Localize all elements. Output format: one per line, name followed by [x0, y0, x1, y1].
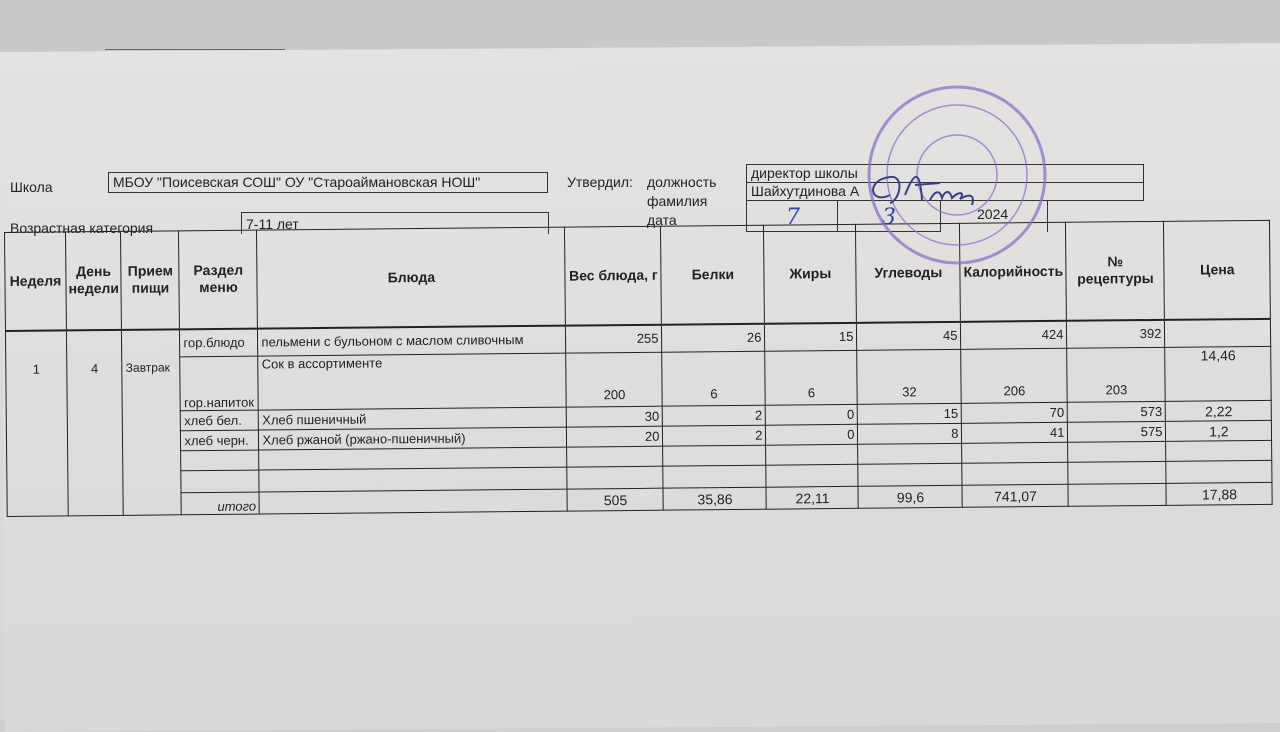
week-cell: 1: [5, 329, 69, 517]
weight-cell: 255: [565, 324, 663, 354]
meal-cell: Завтрак: [121, 328, 182, 516]
fat-cell: 15: [764, 322, 858, 352]
position-value: директор школы: [746, 164, 1144, 183]
fat-cell: 0: [765, 424, 858, 446]
dish-cell: пельмени с бульоном с маслом сливочным: [257, 325, 567, 357]
price-cell: 1,2: [1165, 420, 1272, 442]
section-cell: гор.блюдо: [179, 328, 259, 357]
table-header-row: Неделя День недели Прием пищи Раздел мен…: [4, 220, 1271, 331]
col-day: День недели: [65, 231, 122, 330]
surname-label: фамилия: [647, 193, 708, 209]
kcal-cell: 206: [961, 348, 1068, 404]
underlying-sheet-line: [105, 49, 285, 50]
total-label: итого: [181, 492, 260, 515]
kcal-cell: 41: [961, 422, 1068, 444]
total-kcal: 741,07: [962, 484, 1069, 508]
col-protein: Белки: [660, 225, 765, 325]
weight-cell: 30: [566, 406, 663, 428]
carbs-cell: 8: [857, 423, 962, 445]
total-price: 17,88: [1166, 482, 1273, 506]
section-cell: хлеб бел.: [180, 410, 259, 431]
age-label: Возрастная категория: [10, 220, 154, 236]
carbs-cell: 45: [856, 321, 962, 351]
total-carbs: 99,6: [858, 485, 963, 509]
menu-table: Неделя День недели Прием пищи Раздел мен…: [4, 220, 1273, 517]
protein-cell: 2: [662, 405, 766, 427]
total-weight: 505: [567, 488, 664, 512]
total-protein: 35,86: [663, 487, 767, 511]
recipe-cell: 392: [1066, 319, 1166, 349]
surname-value: Шайхутдинова А: [746, 182, 1144, 201]
date-year: 2024: [977, 206, 1009, 222]
col-weight: Вес блюда, г: [564, 226, 662, 326]
kcal-cell: 424: [960, 320, 1068, 350]
dish-cell: Сок в ассортименте: [258, 353, 567, 411]
weight-cell: 20: [566, 426, 664, 448]
recipe-cell: 203: [1067, 347, 1166, 403]
price-cell: 2,22: [1165, 400, 1272, 422]
section-cell: хлеб черн.: [180, 430, 260, 451]
position-label: должность: [647, 174, 717, 190]
fat-cell: 6: [765, 350, 858, 406]
col-section: Раздел меню: [178, 230, 258, 329]
day-cell: 4: [66, 329, 124, 516]
price-cell: [1164, 318, 1272, 348]
price-cell: 14,46: [1165, 346, 1272, 402]
recipe-cell: 573: [1067, 401, 1166, 423]
protein-cell: 26: [661, 323, 766, 353]
col-fat: Жиры: [763, 224, 857, 324]
col-kcal: Калорийность: [959, 222, 1067, 322]
section-cell: гор.напиток: [180, 356, 259, 411]
protein-cell: 2: [662, 425, 767, 447]
protein-cell: 6: [662, 351, 766, 407]
kcal-cell: 70: [961, 402, 1068, 424]
school-value: МБОУ "Поисевская СОШ" ОУ "Староаймановск…: [108, 172, 548, 193]
col-price: Цена: [1163, 220, 1271, 320]
age-value: 7-11 лет: [241, 212, 549, 234]
col-meal: Прием пищи: [120, 230, 180, 330]
weight-cell: 200: [566, 352, 663, 408]
date-label: дата: [647, 212, 677, 228]
school-label: Школа: [10, 179, 53, 195]
recipe-cell: 575: [1067, 421, 1166, 443]
carbs-cell: 32: [857, 349, 962, 405]
total-recipe: [1068, 483, 1167, 507]
fat-cell: 0: [765, 404, 858, 426]
col-dish: Блюда: [256, 227, 566, 329]
col-carbs: Углеводы: [855, 223, 961, 323]
total-fat: 22,11: [766, 486, 859, 510]
carbs-cell: 15: [857, 403, 962, 425]
approved-label: Утвердил:: [567, 174, 633, 190]
col-recipe: № рецептуры: [1065, 221, 1165, 321]
col-week: Неделя: [4, 231, 67, 331]
date-day: 7: [786, 205, 800, 230]
